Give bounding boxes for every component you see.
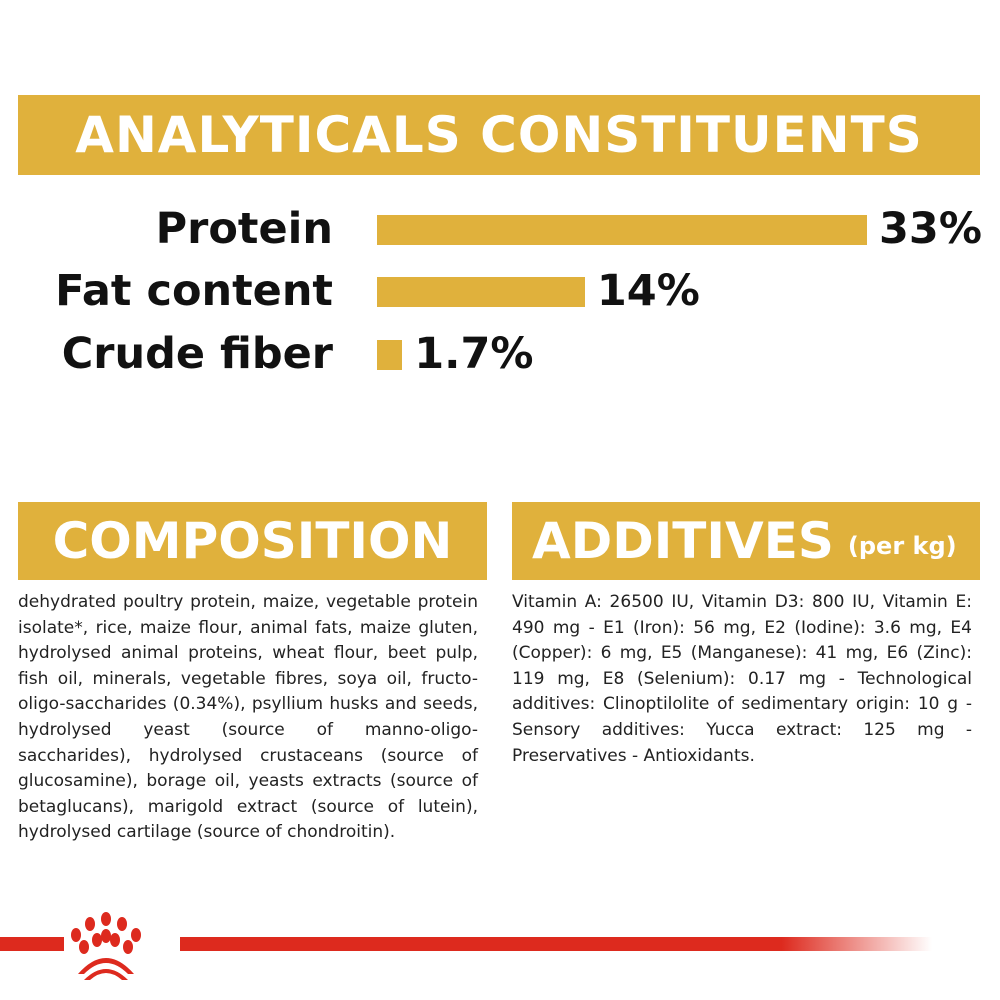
additives-subtitle: (per kg) <box>847 532 957 560</box>
bar-value-label: 33% <box>879 204 982 254</box>
bar-label: Protein <box>155 204 333 254</box>
bar <box>377 340 403 370</box>
additives-banner: ADDITIVES (per kg) <box>512 502 980 580</box>
additives-text: Vitamin A: 26500 IU, Vitamin D3: 800 IU,… <box>512 592 972 766</box>
composition-banner: COMPOSITION <box>18 502 487 580</box>
composition-text: dehydrated poultry protein, maize, veget… <box>18 592 478 843</box>
analyticals-title: ANALYTICALS CONSTITUENTS <box>75 106 923 164</box>
bar <box>377 277 585 307</box>
bar-value-label: 14% <box>596 266 700 316</box>
bar-value-label: 1.7% <box>414 329 534 379</box>
brand-red-line <box>0 937 932 951</box>
bar <box>377 215 867 245</box>
royal-canin-crown-icon <box>71 912 141 980</box>
bar-label: Fat content <box>55 266 333 316</box>
analyticals-banner: ANALYTICALS CONSTITUENTS <box>18 95 980 175</box>
bar-label: Crude fiber <box>61 329 333 379</box>
composition-title: COMPOSITION <box>52 512 453 570</box>
additives-title: ADDITIVES <box>532 512 834 570</box>
